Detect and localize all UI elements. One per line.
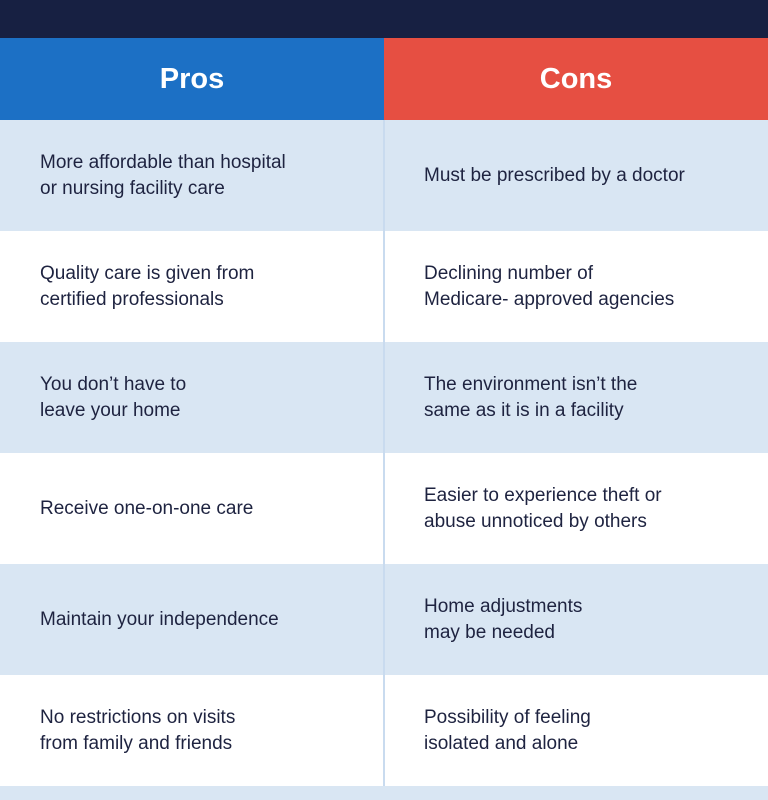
pros-cell: Quality care is given from certified pro… <box>0 231 384 342</box>
pros-cell: Maintain your independence <box>40 608 279 630</box>
pros-header: Pros <box>0 38 384 120</box>
cons-cell: Easier to experience theft or abuse unno… <box>384 453 768 564</box>
pros-cell: Receive one-on-one care <box>0 453 384 564</box>
pros-cell: No restrictions on visits from family an… <box>0 675 384 786</box>
cons-cell: The environment isn’t the same as it is … <box>424 373 638 421</box>
pros-cell: You don’t have to leave your home <box>40 373 187 421</box>
table-footer-strip <box>0 786 768 800</box>
cons-cell: Declining number of Medicare- approved a… <box>384 231 768 342</box>
pros-cell: More affordable than hospital or nursing… <box>40 151 286 199</box>
cons-cell: Must be prescribed by a doctor <box>424 164 685 186</box>
cons-cell: Home adjustments may be needed <box>424 595 583 643</box>
top-bar <box>0 0 768 38</box>
column-divider <box>383 120 385 800</box>
cons-header: Cons <box>384 38 768 120</box>
table-header: Pros Cons <box>0 38 768 120</box>
cons-cell: Possibility of feeling isolated and alon… <box>384 675 768 786</box>
